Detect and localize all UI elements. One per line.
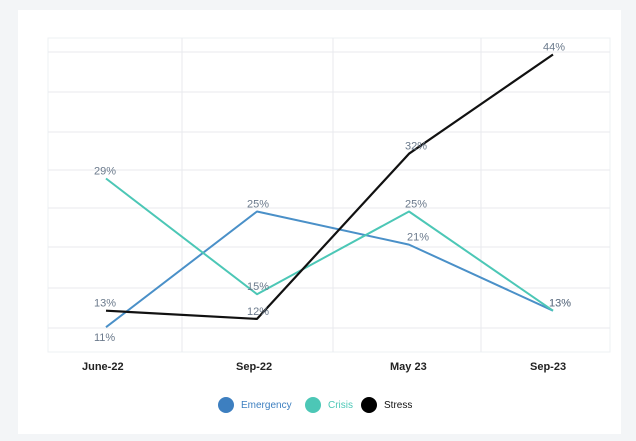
grid-lines (47, 37, 611, 353)
legend-label-crisis: Crisis (328, 400, 353, 411)
data-label-crisis: 25% (405, 199, 427, 211)
line-chart: 11%25%21%13%29%15%25%13%13%12%32%44% Jun… (47, 37, 611, 413)
series-line-crisis (105, 177, 554, 312)
legend-label-emergency: Emergency (241, 400, 292, 411)
data-label-emergency: 13% (549, 298, 571, 310)
data-label-emergency: 11% (94, 332, 115, 344)
data-label-stress: 12% (247, 306, 269, 318)
x-axis-ticks: June-22 Sep-22 May 23 Sep-23 (82, 361, 566, 373)
data-label-crisis: 15% (247, 281, 269, 293)
data-label-crisis: 13% (549, 298, 571, 310)
data-label-emergency: 25% (247, 199, 269, 211)
series-line-emergency (105, 210, 554, 328)
series-line-stress (105, 53, 554, 320)
legend-marker-stress (361, 397, 377, 413)
x-tick-label: Sep-23 (530, 361, 566, 373)
legend-marker-crisis (305, 397, 321, 413)
plot-area (47, 37, 611, 353)
data-label-stress: 13% (94, 298, 116, 310)
x-tick-label: Sep-22 (236, 361, 272, 373)
series-lines (105, 53, 554, 328)
data-label-emergency: 21% (407, 232, 429, 244)
chart-card: 11% 25% 21% 13% 29% 15% 25% 13% 13% 12% 32% 44% Jun… (18, 10, 621, 434)
x-tick-label: June-22 (82, 361, 124, 373)
data-labels: 11%25%21%13%29%15%25%13%13%12%32%44% (94, 42, 571, 345)
data-label-stress: 32% (405, 141, 427, 153)
x-tick-label: May 23 (390, 361, 427, 373)
legend-label-stress: Stress (384, 400, 412, 411)
legend-marker-emergency (218, 397, 234, 413)
data-label-stress: 44% (543, 42, 565, 54)
legend: Emergency Crisis Stress (218, 397, 412, 413)
data-label-crisis: 29% (94, 165, 116, 177)
